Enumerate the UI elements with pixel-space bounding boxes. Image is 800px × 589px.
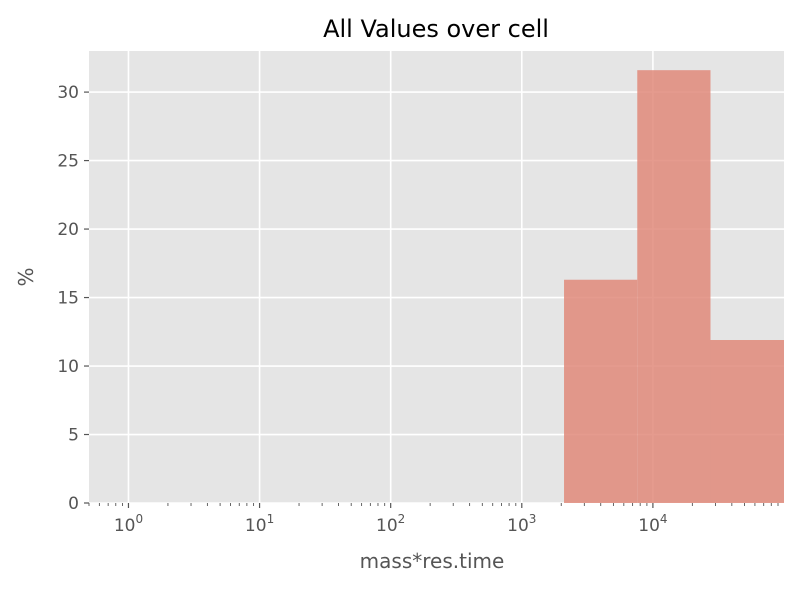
y-tick-label: 5 — [68, 426, 79, 446]
x-tick-label: 103 — [507, 512, 536, 536]
y-tick-label: 0 — [68, 494, 79, 514]
y-tick-label: 10 — [57, 357, 79, 377]
y-tick-label: 25 — [57, 152, 79, 172]
x-tick-label: 104 — [638, 512, 667, 536]
y-axis-label: % — [14, 267, 38, 286]
x-tick-label: 100 — [114, 512, 143, 536]
x-tick-label: 102 — [376, 512, 405, 536]
grid-lines — [89, 51, 784, 504]
axis-ticks: 0 5 10 15 20 25 30 100 101 102 103 104 — [57, 83, 779, 536]
chart-title: All Values over cell — [323, 15, 549, 43]
y-tick-label: 15 — [57, 289, 79, 309]
y-tick-label: 30 — [57, 83, 79, 103]
x-axis-label: mass*res.time — [360, 549, 505, 573]
x-tick-label: 101 — [245, 512, 274, 536]
histogram-bars — [564, 70, 784, 504]
y-tick-label: 20 — [57, 220, 79, 240]
histogram-bar — [710, 340, 784, 503]
histogram-bar — [564, 279, 638, 503]
histogram-bar — [637, 70, 711, 504]
